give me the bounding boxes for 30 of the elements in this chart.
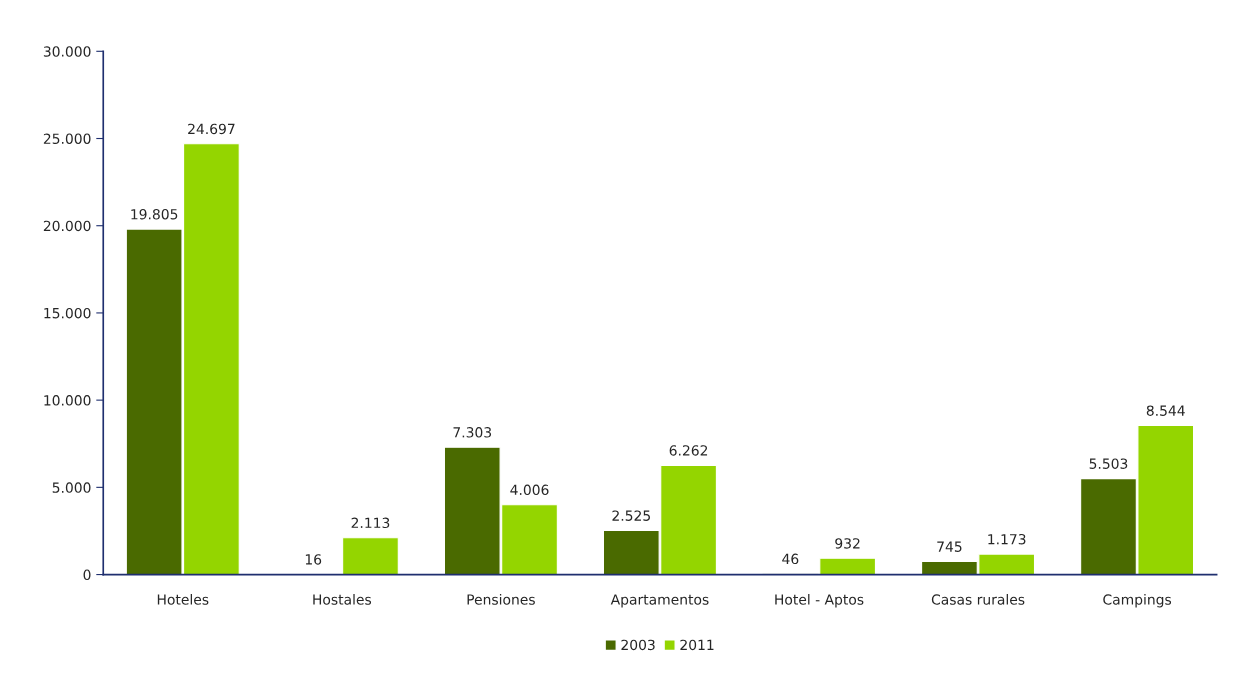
data-label: 932: [835, 538, 860, 549]
data-label: 1.173: [988, 533, 1026, 545]
legend-label: 2003: [621, 639, 655, 651]
data-label: 16: [305, 554, 322, 565]
data-label: 4.006: [510, 484, 549, 496]
y-tick-label: 25.000: [43, 133, 91, 144]
data-label: 46: [782, 553, 799, 565]
data-label: 2.113: [351, 517, 390, 529]
x-tick-label: Casas rurales: [931, 594, 1025, 605]
data-label: 5.503: [1089, 458, 1128, 469]
x-tick-label: Pensiones: [467, 594, 535, 605]
data-label: 24.697: [188, 123, 235, 135]
y-tick-label: 20.000: [43, 220, 91, 232]
data-label: 7.303: [453, 427, 492, 438]
data-label: 6.262: [669, 445, 708, 456]
y-tick-label: 15.000: [44, 307, 91, 319]
x-tick-label: Hostales: [313, 594, 372, 605]
x-tick-label: Apartamentos: [610, 594, 709, 608]
y-tick-label: 30.000: [43, 46, 91, 57]
data-label: 19.805: [131, 208, 178, 220]
y-tick-label: 5.000: [52, 482, 91, 493]
x-tick-label: Hotel - Aptos: [775, 594, 864, 608]
data-label: 8.544: [1146, 405, 1185, 416]
x-tick-label: Campings: [1103, 594, 1172, 608]
x-tick-label: Hoteles: [157, 594, 209, 605]
legend-label: 2011: [680, 639, 714, 651]
data-label: 745: [937, 541, 962, 552]
data-label: 2.525: [612, 510, 650, 521]
y-tick-label: 0: [83, 569, 91, 581]
y-tick-label: 10.000: [44, 395, 91, 406]
